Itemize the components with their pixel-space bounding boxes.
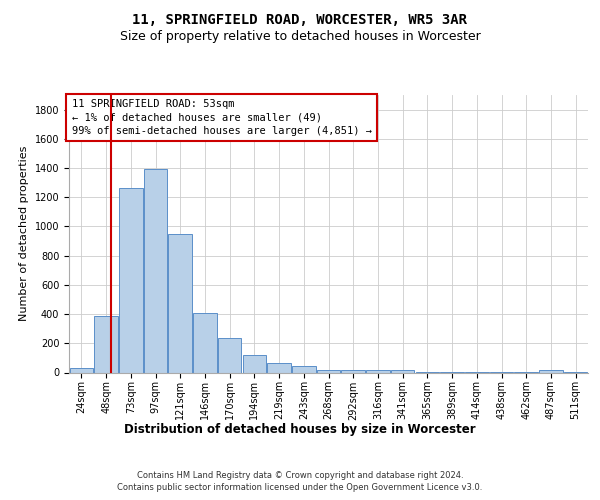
- Bar: [292, 366, 316, 372]
- Text: 11 SPRINGFIELD ROAD: 53sqm
← 1% of detached houses are smaller (49)
99% of semi-: 11 SPRINGFIELD ROAD: 53sqm ← 1% of detac…: [71, 99, 371, 136]
- Bar: [169, 234, 192, 372]
- Bar: [144, 169, 167, 372]
- Text: Distribution of detached houses by size in Worcester: Distribution of detached houses by size …: [124, 422, 476, 436]
- Bar: [193, 312, 217, 372]
- Bar: [268, 363, 291, 372]
- Bar: [391, 370, 415, 372]
- Text: 11, SPRINGFIELD ROAD, WORCESTER, WR5 3AR: 11, SPRINGFIELD ROAD, WORCESTER, WR5 3AR: [133, 12, 467, 26]
- Text: Size of property relative to detached houses in Worcester: Size of property relative to detached ho…: [119, 30, 481, 43]
- Bar: [366, 370, 389, 372]
- Bar: [317, 370, 340, 372]
- Bar: [94, 316, 118, 372]
- Bar: [119, 188, 143, 372]
- Bar: [341, 370, 365, 372]
- Y-axis label: Number of detached properties: Number of detached properties: [19, 146, 29, 322]
- Bar: [218, 338, 241, 372]
- Bar: [539, 370, 563, 372]
- Bar: [70, 368, 93, 372]
- Bar: [242, 355, 266, 372]
- Text: Contains HM Land Registry data © Crown copyright and database right 2024.
Contai: Contains HM Land Registry data © Crown c…: [118, 471, 482, 492]
